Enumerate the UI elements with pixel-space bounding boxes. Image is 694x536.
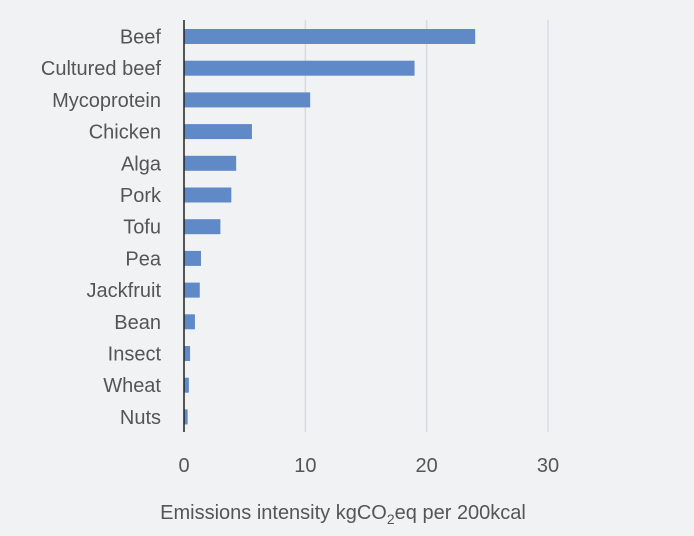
category-label: Jackfruit: [87, 280, 162, 302]
bar-nuts: [184, 409, 188, 425]
x-tick-label: 10: [294, 455, 316, 477]
x-axis-title: Emissions intensity kgCO2eq per 200kcal: [160, 502, 526, 527]
bar-alga: [184, 155, 237, 171]
category-label: Nuts: [120, 407, 161, 429]
category-label: Tofu: [123, 217, 161, 239]
category-labels: Beef Cultured beef Mycoprotein Chicken Alga P…: [41, 27, 162, 429]
category-label: Chicken: [89, 122, 161, 144]
bar-pea: [184, 250, 201, 266]
category-label: Wheat: [103, 375, 161, 397]
bar-beef: [184, 29, 476, 44]
category-label: Insect: [108, 344, 162, 366]
category-label: Mycoprotein: [52, 90, 161, 112]
x-tick-label: 0: [178, 455, 189, 477]
category-label: Pork: [120, 185, 162, 207]
bar-jackfruit: [184, 282, 200, 298]
bar-bean: [184, 314, 195, 330]
bar-tofu: [184, 219, 221, 235]
x-tick-labels: 0 10 20 30: [178, 455, 559, 477]
category-label: Alga: [121, 153, 162, 175]
category-label: Bean: [114, 312, 161, 334]
gridlines: [304, 20, 549, 432]
x-tick-label: 20: [416, 455, 438, 477]
bar-pork: [184, 187, 232, 203]
bar-chicken: [184, 124, 252, 140]
category-label: Pea: [125, 248, 161, 270]
bar-insect: [184, 346, 191, 361]
category-label: Cultured beef: [41, 58, 162, 80]
category-label: Beef: [120, 27, 162, 49]
bar-mycoprotein: [184, 92, 311, 108]
bar-wheat: [184, 377, 189, 393]
bar-cultured-beef: [184, 60, 415, 76]
bars: [184, 29, 476, 425]
x-tick-label: 30: [537, 455, 559, 477]
